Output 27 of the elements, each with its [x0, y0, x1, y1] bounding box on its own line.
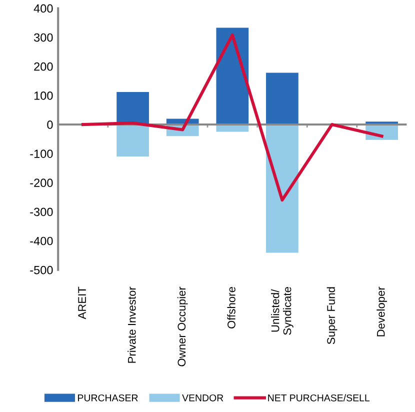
y-tick-label: -500	[30, 266, 53, 274]
y-tick-label: -200	[30, 178, 53, 188]
x-tick-label: Private Investor	[128, 286, 136, 363]
bar	[116, 92, 149, 125]
x-tick-label: AREIT	[78, 286, 86, 320]
y-tick-label: 200	[34, 62, 53, 71]
line-series	[81, 33, 384, 202]
x-tick-label: Super Fund	[326, 287, 338, 344]
legend-label: VENDOR	[182, 394, 224, 402]
legend-label: PURCHASER	[78, 394, 138, 402]
y-tick-label: 100	[34, 91, 53, 100]
x-tick-label: Developer	[376, 286, 387, 336]
y-tick-label: 300	[34, 33, 53, 42]
bar	[266, 124, 298, 253]
x-tick-label: Offshore	[227, 287, 236, 328]
y-tick-label: -300	[30, 208, 53, 216]
y-tick-label: -400	[30, 236, 53, 246]
bar	[216, 28, 249, 125]
bar	[116, 124, 149, 156]
bar	[266, 72, 298, 125]
y-tick-label: 0	[47, 120, 53, 129]
x-tick-label: Unlisted/ Syndicate	[271, 287, 294, 335]
y-tick-label: -100	[30, 150, 53, 158]
x-tick-label: Owner Occupier	[177, 286, 188, 366]
y-tick-label: 400	[34, 4, 53, 13]
legend-label: NET PURCHASE/SELL	[268, 394, 370, 402]
bar	[216, 124, 249, 132]
